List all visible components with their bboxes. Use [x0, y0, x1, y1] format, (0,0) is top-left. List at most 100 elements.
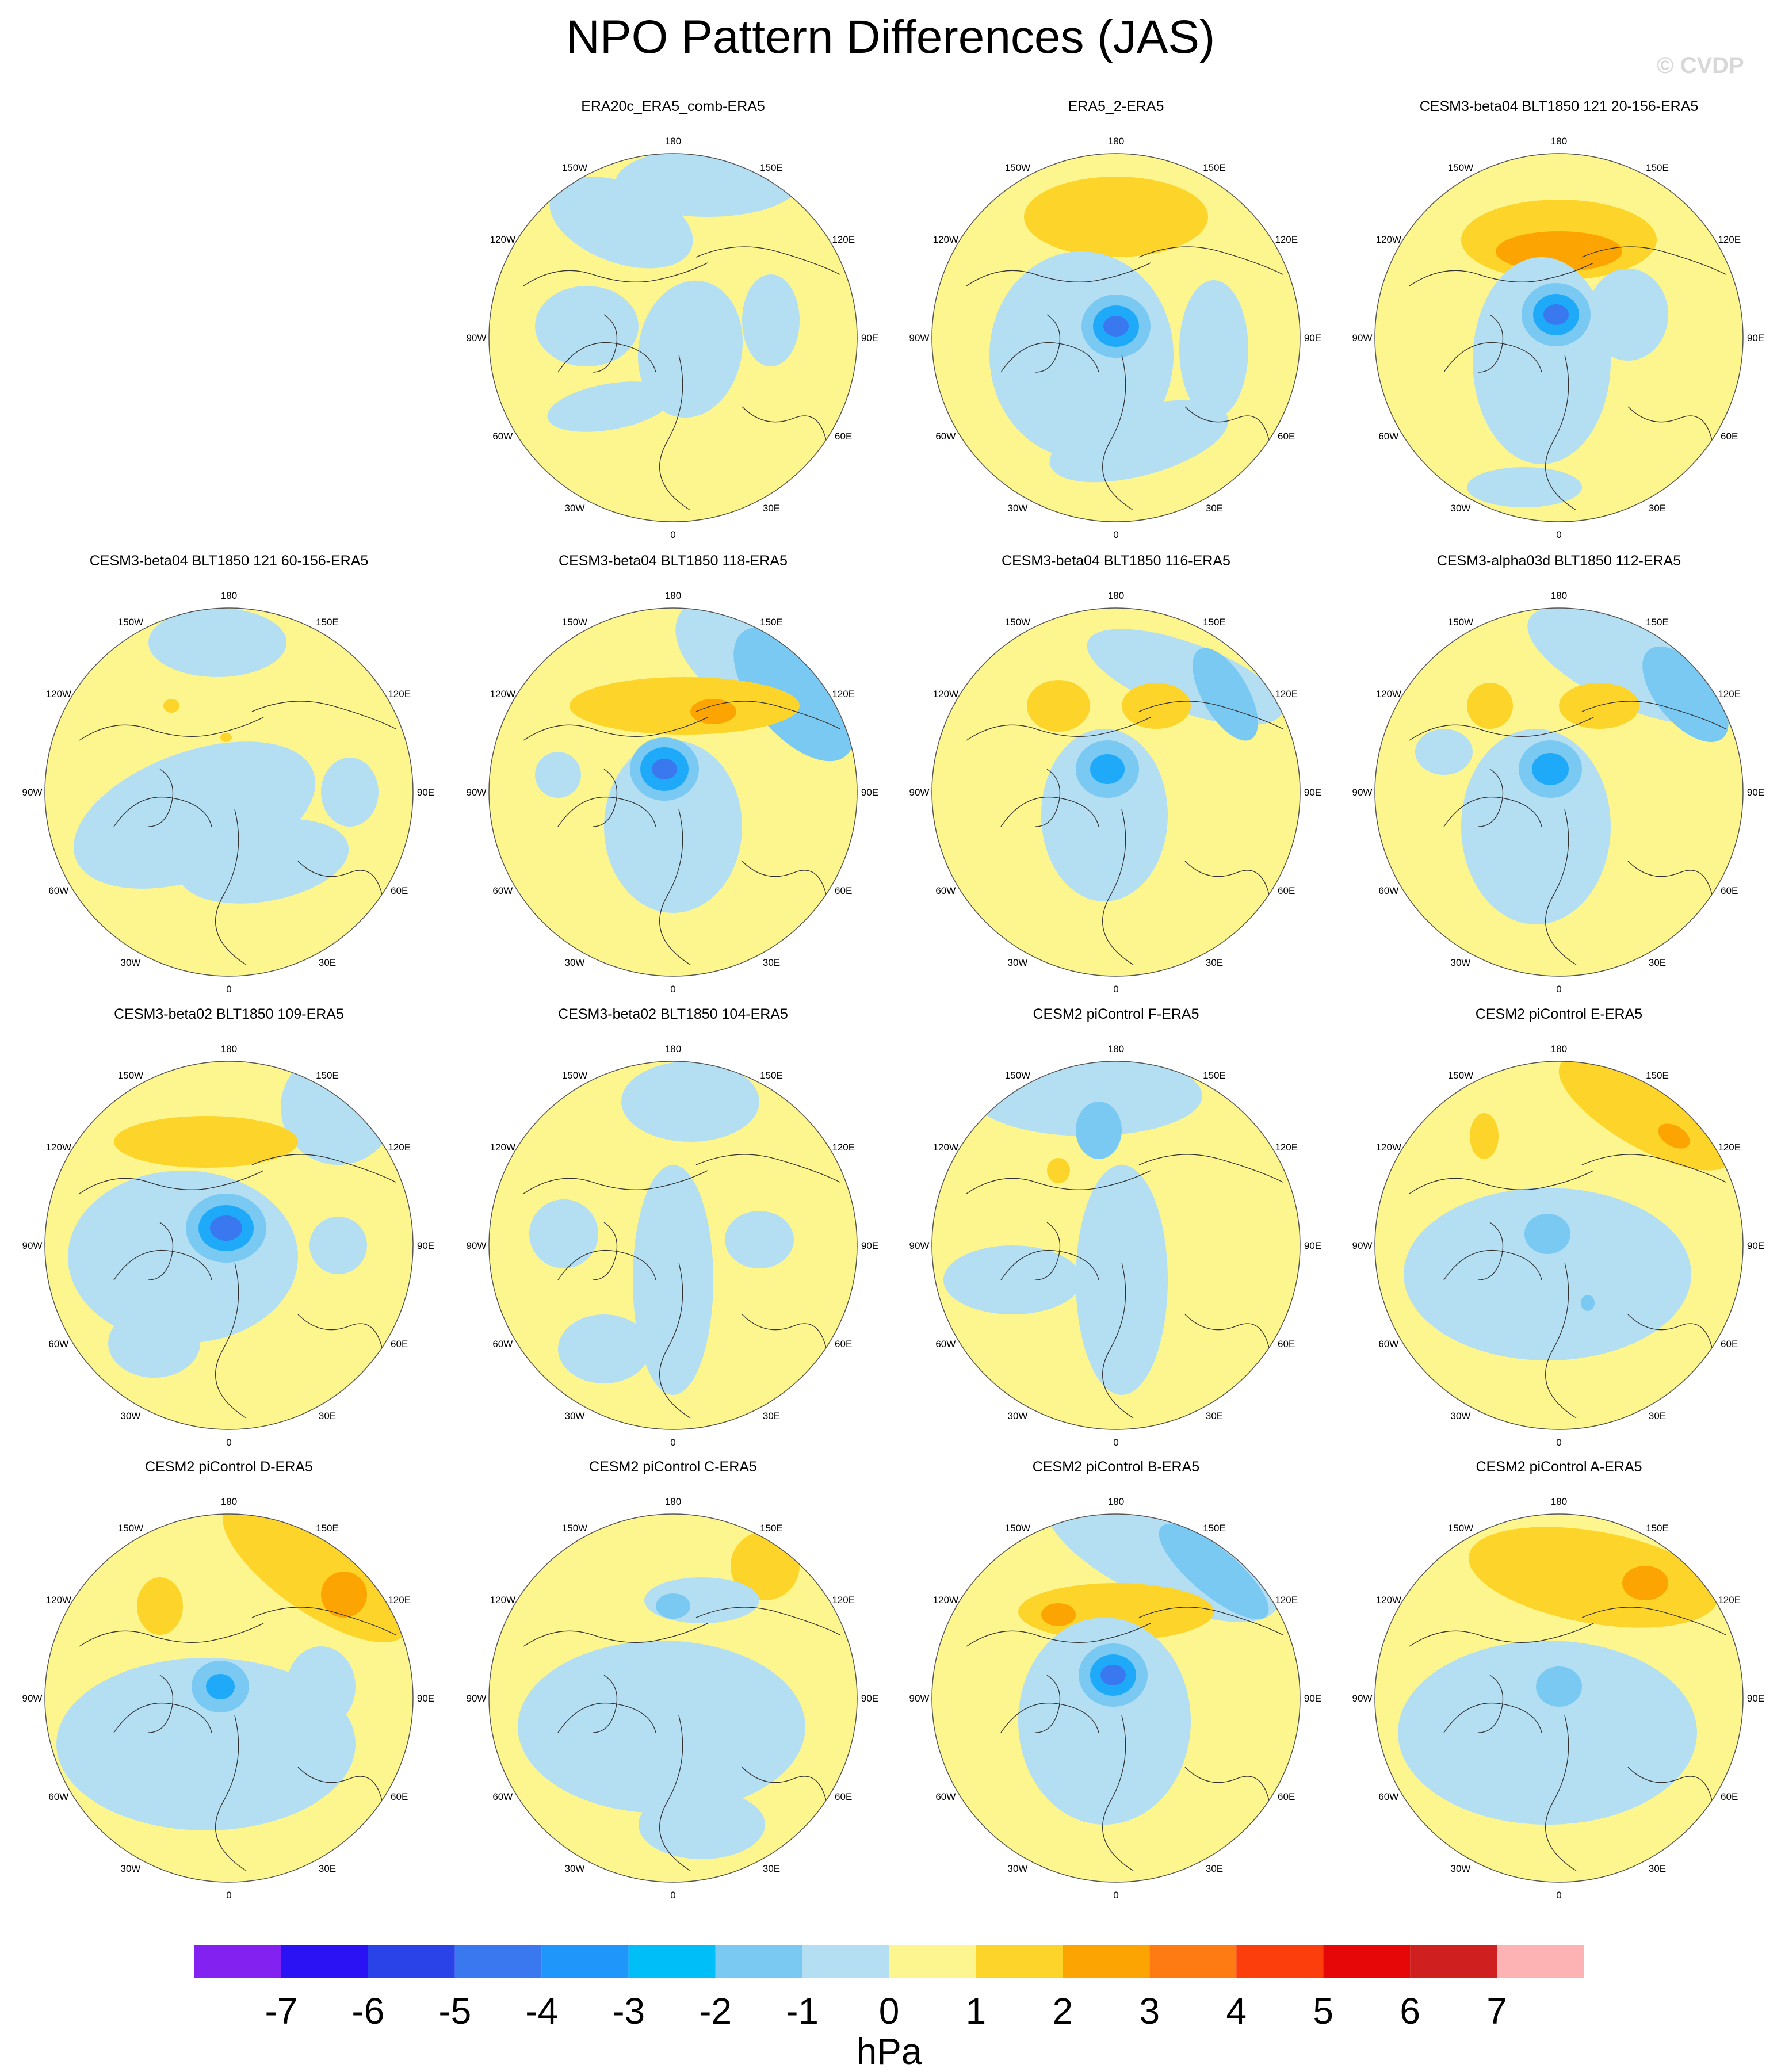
longitude-label: 30W: [121, 1863, 141, 1874]
polar-map: 180 150E 120E 90E 60E 30E 0 30W 60W 90W 120W 150W: [467, 1496, 879, 1901]
colorbar-tick-label: 4: [1226, 1990, 1247, 2032]
longitude-label: 120E: [1718, 1595, 1741, 1605]
coastline: [592, 314, 618, 373]
contour-region: [1179, 280, 1248, 418]
longitude-label: 60E: [1278, 1339, 1295, 1350]
coastline: [215, 809, 247, 965]
longitude-label: 90E: [417, 787, 434, 798]
longitude-label: 0: [1113, 984, 1118, 995]
coastline: [251, 1607, 396, 1635]
longitude-label: 60W: [492, 431, 513, 442]
contour-region: [725, 1211, 794, 1268]
coastline: [297, 1767, 385, 1814]
contour-region: [652, 759, 677, 779]
coastline: [1545, 1715, 1577, 1871]
coastline: [1478, 769, 1504, 827]
panel-title: CESM3-alpha03d BLT1850 112-ERA5: [1436, 553, 1681, 569]
coastline: [1627, 406, 1715, 453]
contour-region: [656, 1593, 690, 1619]
longitude-label: 60W: [492, 1791, 513, 1802]
longitude-label: 60E: [835, 431, 852, 442]
contour-region: [1467, 467, 1582, 507]
coastline: [1581, 246, 1726, 275]
contour-region: [558, 1314, 650, 1383]
longitude-label: 90W: [1352, 1240, 1373, 1251]
longitude-label: 30W: [1008, 957, 1028, 968]
contour-region: [309, 1217, 367, 1274]
longitude-label: 90E: [861, 1693, 878, 1704]
colorbar-tick-label: 3: [1140, 1990, 1160, 2032]
longitude-label: 120W: [933, 689, 958, 699]
colorbar-swatch: [1149, 1945, 1237, 1978]
contour-region: [1024, 177, 1208, 257]
colorbar-tick-label: -3: [612, 1990, 645, 2032]
longitude-label: 30W: [1451, 1863, 1471, 1874]
contour-region: [1455, 1715, 1547, 1796]
colorbar-tick-label: 0: [879, 1990, 900, 2032]
contour-region: [281, 1061, 396, 1165]
longitude-label: 90E: [1304, 1240, 1321, 1251]
contour-region: [1076, 1102, 1122, 1159]
panel-title: CESM2 piControl C-ERA5: [589, 1459, 757, 1475]
longitude-label: 30E: [1206, 1410, 1223, 1421]
contour-region: [1076, 1165, 1168, 1395]
longitude-label: 0: [670, 529, 675, 540]
longitude-label: 60E: [1278, 1791, 1295, 1802]
longitude-label: 150W: [118, 1070, 143, 1081]
longitude-label: 90W: [1352, 332, 1373, 343]
coastline: [1443, 796, 1542, 827]
longitude-label: 120E: [1718, 234, 1741, 245]
colorbar-swatch: [368, 1945, 455, 1978]
longitude-label: 150W: [118, 1523, 143, 1534]
colorbar-swatch: [1410, 1945, 1497, 1978]
contour-region: [535, 752, 581, 798]
longitude-label: 120W: [1376, 234, 1401, 245]
contour-region: [1658, 1123, 1690, 1149]
coastline: [695, 1607, 840, 1635]
contour-region: [742, 274, 800, 366]
coastline: [695, 246, 840, 275]
map-panel: CESM3-beta04 BLT1850 116-ERA5 180 150E 120E…: [909, 552, 1323, 1007]
polar-map: 180 150E 120E 90E 60E 30E 0 30W 60W 90W 120W 150W: [22, 590, 435, 995]
coastline: [659, 354, 691, 511]
coastline: [1102, 809, 1134, 965]
longitude-label: 180: [665, 1496, 681, 1507]
longitude-label: 30E: [1206, 503, 1223, 514]
longitude-label: 30E: [763, 503, 780, 514]
coastline: [523, 717, 708, 741]
coastline: [592, 769, 618, 827]
coastline: [1478, 1675, 1504, 1733]
contour-region: [547, 381, 672, 432]
map-panel: CESM3-beta04 BLT1850 121 60-156-ERA5 180 1…: [22, 552, 436, 1007]
coastline: [148, 1222, 174, 1280]
contour-region: [1398, 1641, 1697, 1825]
polar-map: 180 150E 120E 90E 60E 30E 0 30W 60W 90W 120W 150W: [909, 136, 1322, 540]
coastline: [79, 1170, 264, 1194]
polar-map: 180 150E 120E 90E 60E 30E 0 30W 60W 90W 120W 150W: [1352, 1496, 1765, 1901]
longitude-label: 0: [670, 984, 675, 995]
longitude-label: 120W: [933, 1595, 958, 1605]
map-border: [1374, 607, 1744, 977]
map-border: [931, 1513, 1301, 1883]
longitude-label: 150W: [562, 1523, 587, 1534]
polar-map: 180 150E 120E 90E 60E 30E 0 30W 60W 90W 120W 150W: [22, 1496, 435, 1901]
coastline: [523, 1623, 708, 1647]
panel-title: CESM2 piControl D-ERA5: [145, 1459, 313, 1475]
polar-map: 180 150E 120E 90E 60E 30E 0 30W 60W 90W 120W 150W: [467, 590, 879, 995]
colorbar-tick-label: -1: [786, 1990, 819, 2032]
colorbar-swatch: [628, 1945, 716, 1978]
contour-region: [1536, 1666, 1582, 1707]
coastline: [1545, 354, 1577, 511]
page-title: NPO Pattern Differences (JAS): [565, 11, 1216, 63]
coastline: [1409, 1623, 1594, 1647]
longitude-label: 60E: [835, 1791, 852, 1802]
coastline: [1443, 1702, 1542, 1733]
polar-map: 180 150E 120E 90E 60E 30E 0 30W 60W 90W 120W 150W: [22, 1043, 435, 1448]
map-border: [931, 153, 1301, 522]
longitude-label: 0: [226, 984, 231, 995]
colorbar-tick-label: 5: [1313, 1990, 1333, 2032]
coastline: [79, 717, 264, 741]
longitude-label: 90E: [1304, 332, 1321, 343]
contour-region: [1103, 316, 1129, 337]
longitude-label: 150E: [316, 1523, 339, 1534]
